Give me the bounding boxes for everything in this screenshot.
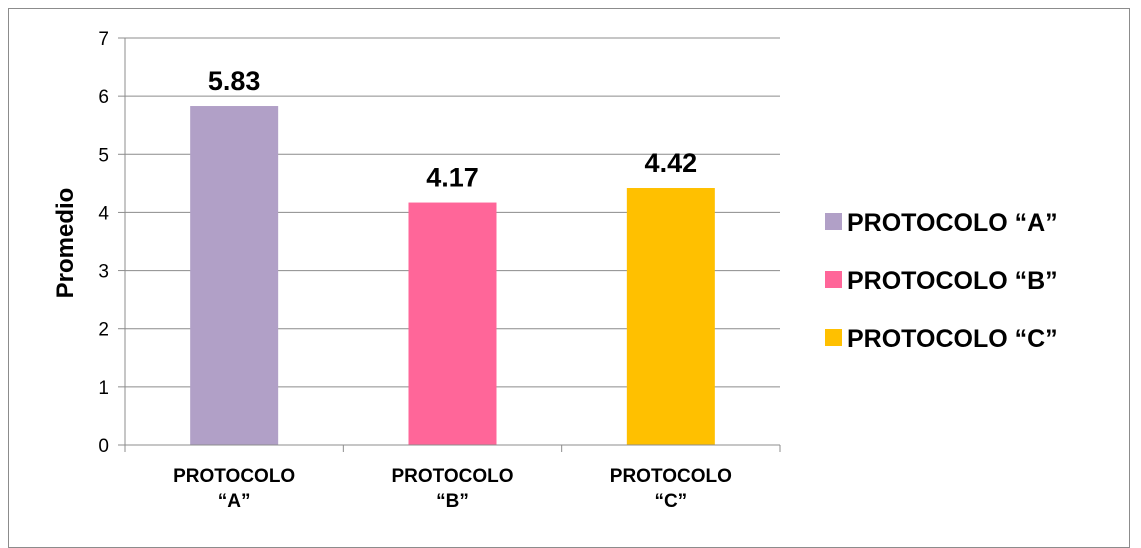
bar [408, 202, 497, 445]
y-tick-label: 3 [98, 262, 109, 283]
y-tick-label: 7 [98, 29, 109, 50]
data-label: 4.42 [645, 148, 698, 178]
y-axis-title: Promedio [52, 188, 79, 299]
bars: 5.83 4.17 4.42 [190, 66, 715, 445]
x-tick-label: PROTOCOLO “B” [391, 466, 513, 512]
bar [190, 106, 279, 445]
data-label: 4.17 [426, 163, 479, 193]
y-tick-label: 5 [98, 145, 109, 166]
legend-swatch [825, 213, 842, 230]
y-tick-label: 4 [98, 203, 109, 224]
y-tick-label: 0 [98, 436, 109, 457]
x-tick-label: PROTOCOLO “C” [610, 466, 732, 512]
y-tick-label: 2 [98, 320, 109, 341]
y-tick-label: 6 [98, 87, 109, 108]
legend-swatch [825, 329, 842, 346]
legend-entry: PROTOCOLO “C” [847, 325, 1058, 353]
legend: PROTOCOLO “A” PROTOCOLO “B” PROTOCOLO “C” [825, 209, 1058, 353]
legend-entry: PROTOCOLO “A” [847, 209, 1058, 237]
bar-chart: 5.83 4.17 4.42 0 1 2 3 4 5 6 7 PROTOCOLO “A” PROTOCO… [52, 29, 1058, 512]
data-label: 5.83 [208, 66, 261, 96]
axes: 0 1 2 3 4 5 6 7 PROTOCOLO “A” PROTOCOLO “B” PROTOCOL… [98, 29, 781, 512]
legend-entry: PROTOCOLO “B” [847, 267, 1058, 295]
x-tick-label: PROTOCOLO “A” [173, 466, 295, 512]
bar [626, 188, 715, 445]
legend-swatch [825, 271, 842, 288]
y-tick-label: 1 [98, 378, 109, 399]
